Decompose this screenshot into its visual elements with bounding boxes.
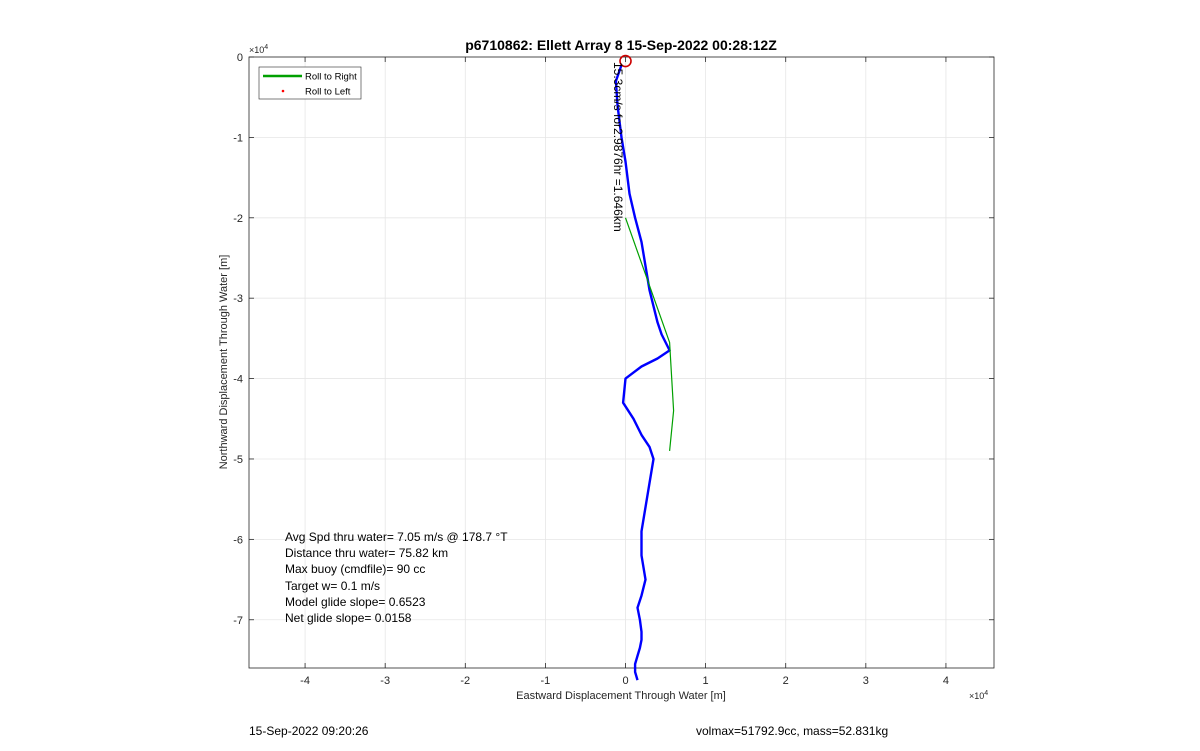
footer-timestamp: 15-Sep-2022 09:20:26 bbox=[249, 724, 369, 738]
y-tick-label: -5 bbox=[233, 454, 243, 466]
x-tick-label: 3 bbox=[863, 675, 869, 687]
legend-label-roll-right: Roll to Right bbox=[305, 72, 357, 83]
chart-title: p6710862: Ellett Array 8 15-Sep-2022 00:… bbox=[465, 37, 777, 53]
x-axis-label: Eastward Displacement Through Water [m] bbox=[516, 690, 726, 702]
stat-model-glide: Model glide slope= 0.6523 bbox=[285, 595, 426, 609]
x-tick-label: 2 bbox=[783, 675, 789, 687]
start-marker bbox=[619, 54, 632, 68]
y-tick-label: -4 bbox=[233, 374, 243, 386]
stats-block: Avg Spd thru water= 7.05 m/s @ 178.7 °T … bbox=[285, 530, 508, 625]
y-axis-label: Northward Displacement Through Water [m] bbox=[218, 255, 230, 470]
x-tick-label: 4 bbox=[943, 675, 949, 687]
x-tick-label: -1 bbox=[541, 675, 551, 687]
x-exponent-base: 10 bbox=[974, 691, 984, 701]
series-line-track bbox=[614, 64, 671, 681]
x-tick-label: -4 bbox=[300, 675, 310, 687]
x-exponent: ×104 bbox=[969, 690, 988, 701]
y-tick-label: -7 bbox=[233, 615, 243, 627]
y-tick-label: 0 bbox=[237, 52, 243, 64]
series-line-heading bbox=[624, 217, 675, 451]
legend-box bbox=[258, 66, 362, 100]
y-tick-label: -3 bbox=[233, 293, 243, 305]
y-tick-label: -2 bbox=[233, 213, 243, 225]
legend-swatch-roll-left bbox=[281, 89, 285, 93]
series-layer bbox=[614, 54, 675, 681]
footer-volmax-mass: volmax=51792.9cc, mass=52.831kg bbox=[696, 724, 889, 738]
vertical-annotation: 15.3cm/s for2.9876hr =1.646km bbox=[611, 62, 625, 232]
stat-max-buoy: Max buoy (cmdfile)= 90 cc bbox=[285, 562, 425, 576]
x-tick-label: -2 bbox=[460, 675, 470, 687]
y-exponent: ×104 bbox=[249, 44, 268, 55]
y-exponent-base: 10 bbox=[254, 45, 264, 55]
legend: Roll to Right Roll to Left bbox=[258, 66, 362, 100]
legend-label-roll-left: Roll to Left bbox=[305, 87, 351, 98]
stat-avg-speed: Avg Spd thru water= 7.05 m/s @ 178.7 °T bbox=[285, 530, 508, 544]
y-exponent-prefix: × bbox=[249, 45, 254, 55]
x-tick-label: 1 bbox=[703, 675, 709, 687]
y-tick-label: -6 bbox=[233, 534, 243, 546]
x-ticks: -4 -3 -2 -1 0 1 2 3 4 bbox=[300, 57, 949, 687]
y-exponent-power: 4 bbox=[264, 44, 268, 51]
stat-distance: Distance thru water= 75.82 km bbox=[285, 546, 448, 560]
y-tick-label: -1 bbox=[233, 132, 243, 144]
grid bbox=[249, 56, 994, 668]
stat-net-glide: Net glide slope= 0.0158 bbox=[285, 611, 412, 625]
y-ticks: 0 -1 -2 -3 -4 -5 -6 -7 bbox=[233, 52, 994, 627]
stat-target-w: Target w= 0.1 m/s bbox=[285, 579, 380, 593]
x-exponent-power: 4 bbox=[984, 690, 988, 697]
x-exponent-prefix: × bbox=[969, 691, 974, 701]
x-tick-label: 0 bbox=[622, 675, 628, 687]
x-tick-label: -3 bbox=[380, 675, 390, 687]
